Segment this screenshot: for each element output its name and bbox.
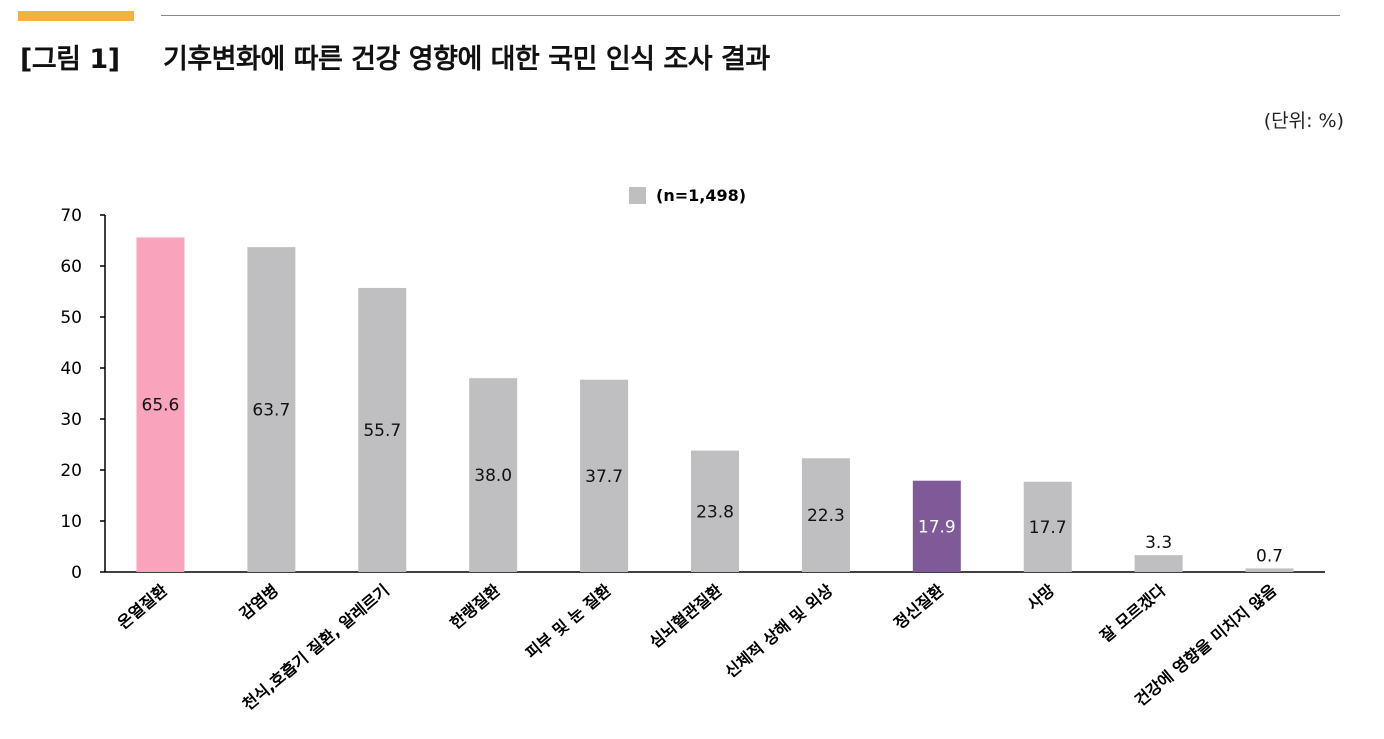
category-label: 심뇌혈관질환 — [646, 580, 726, 652]
bar — [136, 237, 185, 572]
value-label: 17.9 — [918, 517, 956, 537]
legend-swatch — [629, 187, 646, 204]
bar — [801, 458, 850, 572]
category-label: 피부 및 눈 질환 — [522, 580, 615, 662]
y-tick-label: 60 — [60, 257, 82, 277]
category-label: 한랭질환 — [446, 580, 504, 633]
bar — [580, 379, 629, 572]
accent-bar — [18, 11, 134, 21]
top-divider — [161, 15, 1340, 16]
value-label: 38.0 — [474, 466, 512, 486]
bar — [1245, 568, 1294, 572]
unit-label: (단위: %) — [1263, 110, 1344, 132]
bar — [358, 287, 407, 572]
category-label: 신체적 상해 및 외상 — [721, 580, 836, 681]
value-label: 55.7 — [363, 421, 401, 441]
category-label: 감염병 — [236, 581, 282, 624]
bar — [912, 480, 961, 572]
y-tick-label: 20 — [60, 461, 82, 481]
value-label: 23.8 — [696, 502, 734, 522]
bar — [1023, 481, 1072, 572]
y-tick-label: 0 — [71, 563, 82, 583]
y-tick-label: 70 — [60, 206, 82, 226]
value-label: 22.3 — [807, 506, 845, 526]
value-label: 17.7 — [1029, 518, 1067, 538]
category-label: 정신질환 — [890, 580, 948, 633]
value-label: 0.7 — [1256, 546, 1283, 566]
value-label: 3.3 — [1145, 533, 1172, 553]
bar — [1134, 555, 1183, 572]
bar — [247, 247, 296, 572]
value-label: 37.7 — [585, 467, 623, 487]
value-label: 63.7 — [252, 401, 290, 421]
legend-label: (n=1,498) — [656, 186, 746, 205]
value-label: 65.6 — [142, 396, 180, 416]
category-label: 온열질환 — [114, 580, 172, 633]
y-tick-label: 50 — [60, 308, 82, 328]
figure-title: 기후변화에 따른 건강 영향에 대한 국민 인식 조사 결과 — [163, 44, 770, 75]
y-tick-label: 40 — [60, 359, 82, 379]
y-tick-label: 30 — [60, 410, 82, 430]
figure-label: [그림 1] — [20, 44, 120, 75]
y-tick-label: 10 — [60, 512, 82, 532]
bar — [469, 378, 518, 572]
category-label: 잘 모르겠다 — [1096, 580, 1169, 646]
category-label: 사망 — [1024, 580, 1059, 614]
bar — [691, 450, 739, 572]
